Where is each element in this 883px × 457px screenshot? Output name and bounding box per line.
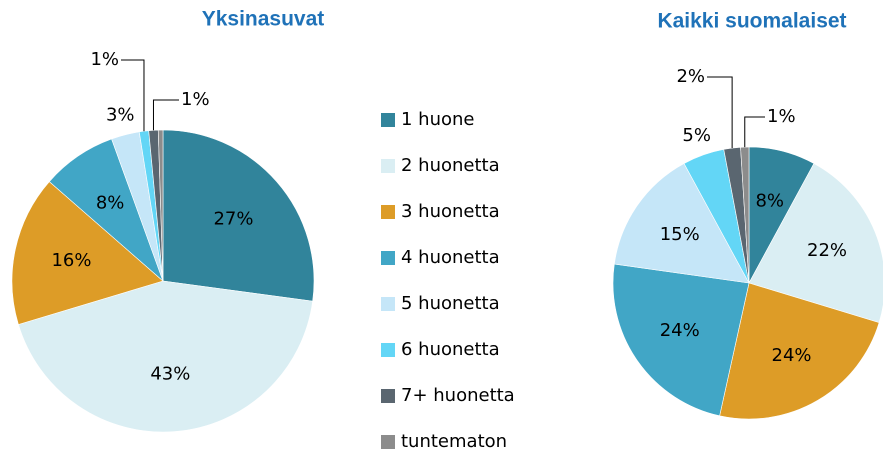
legend-swatch — [381, 113, 395, 127]
leader-line — [707, 76, 733, 149]
pie-slice — [162, 129, 315, 302]
data-label: 27% — [213, 208, 253, 229]
data-label: 8% — [755, 190, 784, 211]
legend-label: 5 huonetta — [401, 293, 500, 314]
legend-swatch — [381, 435, 395, 449]
legend-label: tuntematon — [401, 431, 507, 452]
legend-swatch — [381, 297, 395, 311]
legend-label: 1 huone — [401, 109, 475, 130]
leader-line — [121, 59, 145, 132]
chart-title: Yksinasuvat — [202, 8, 325, 31]
data-label: 1% — [181, 89, 210, 110]
pie-slice — [613, 163, 750, 284]
pie-slice — [11, 181, 164, 325]
legend-label: 6 huonetta — [401, 339, 500, 360]
legend-swatch — [381, 205, 395, 219]
data-label: 22% — [807, 240, 847, 261]
data-label: 2% — [676, 66, 705, 87]
pie-slice — [748, 163, 883, 323]
pie-slice — [157, 129, 164, 282]
leader-line — [152, 99, 179, 131]
data-label: 24% — [772, 345, 812, 366]
legend-label: 7+ huonetta — [401, 385, 515, 406]
legend-swatch — [381, 251, 395, 265]
legend-label: 2 huonetta — [401, 155, 500, 176]
data-label: 5% — [682, 125, 711, 146]
legend-label: 3 huonetta — [401, 201, 500, 222]
data-label: 24% — [660, 320, 700, 341]
data-label: 1% — [90, 49, 119, 70]
data-label: 3% — [106, 104, 135, 125]
pie-slice — [612, 263, 750, 417]
data-label: 15% — [660, 224, 700, 245]
data-label: 1% — [767, 106, 796, 127]
legend-swatch — [381, 159, 395, 173]
pie-slice — [719, 282, 880, 420]
data-label: 43% — [150, 363, 190, 384]
data-label: 16% — [51, 250, 91, 271]
pie-slice — [18, 280, 313, 433]
legend-swatch — [381, 343, 395, 357]
leader-line — [744, 116, 765, 148]
legend-label: 4 huonetta — [401, 247, 500, 268]
data-label: 8% — [96, 193, 125, 214]
chart-title: Kaikki suomalaiset — [657, 10, 846, 33]
legend-swatch — [381, 389, 395, 403]
